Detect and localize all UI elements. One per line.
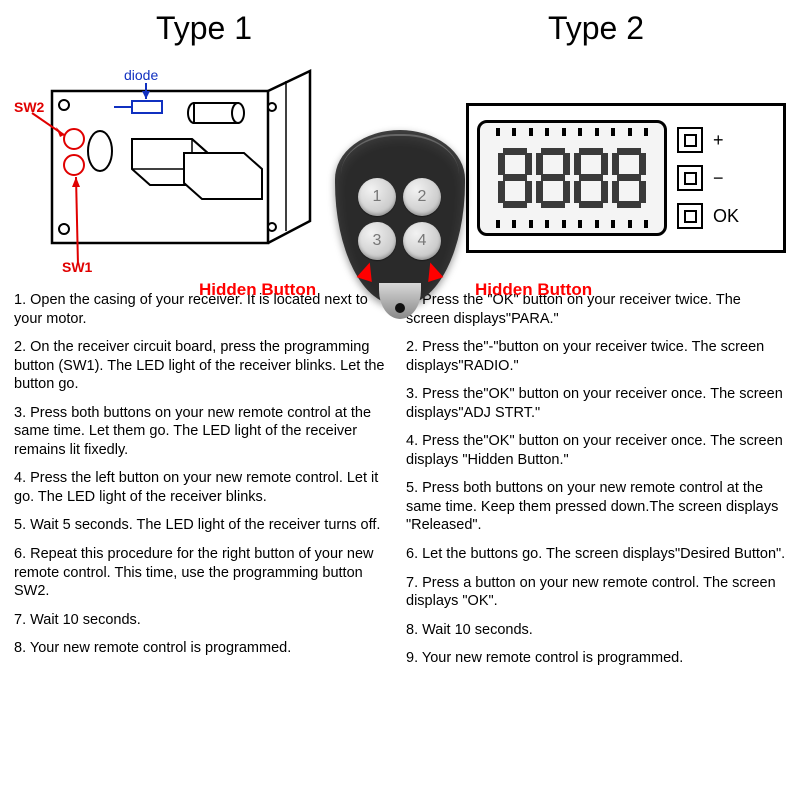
remote-button-2[interactable]: 2 <box>403 178 441 216</box>
step: 2. On the receiver circuit board, press … <box>14 338 394 394</box>
sw2-label: SW2 <box>14 99 44 115</box>
circuit-svg <box>14 53 334 273</box>
minus-button[interactable]: − <box>677 165 775 191</box>
remote-button-3[interactable]: 3 <box>358 222 396 260</box>
step: 6. Repeat this procedure for the right b… <box>14 545 394 601</box>
button-icon <box>677 127 703 153</box>
type1-title: Type 1 <box>14 10 394 47</box>
lcd-digits <box>498 148 646 208</box>
button-icon <box>677 203 703 229</box>
step: 2. Press the"-"button on your receiver t… <box>406 338 786 375</box>
step: 3. Press both buttons on your new remote… <box>14 404 394 460</box>
remote-button-4[interactable]: 4 <box>403 222 441 260</box>
lcd-box: + − OK <box>466 103 786 253</box>
type2-title: Type 2 <box>406 10 786 47</box>
step: 3. Press the"OK" button on your receiver… <box>406 385 786 422</box>
diode-label: diode <box>124 67 158 83</box>
step: 6. Let the buttons go. The screen displa… <box>406 545 786 564</box>
step: 7. Press a button on your new remote con… <box>406 574 786 611</box>
step: 5. Press both buttons on your new remote… <box>406 479 786 535</box>
step: 9. Your new remote control is programmed… <box>406 649 786 668</box>
ok-label: OK <box>713 206 739 227</box>
arrow-icon <box>423 260 444 282</box>
type2-instructions: 1. Press the "OK" button on your receive… <box>406 283 786 678</box>
step: 5. Wait 5 seconds. The LED light of the … <box>14 516 394 535</box>
hidden-button-label-right: Hidden Button <box>475 280 592 300</box>
lcd-screen <box>477 120 667 236</box>
step: 7. Wait 10 seconds. <box>14 611 394 630</box>
ok-button[interactable]: OK <box>677 203 775 229</box>
button-icon <box>677 165 703 191</box>
type1-instructions: 1. Open the casing of your receiver. It … <box>14 283 394 668</box>
plus-label: + <box>713 130 724 151</box>
hidden-button-label-left: Hidden Button <box>199 280 316 300</box>
step: 8. Your new remote control is programmed… <box>14 639 394 658</box>
step: 4. Press the left button on your new rem… <box>14 469 394 506</box>
remote-control: 1 2 3 4 Hidden Button Hidden Button <box>335 130 465 305</box>
sw1-label: SW1 <box>62 259 92 275</box>
minus-label: − <box>713 168 724 189</box>
step: 4. Press the"OK" button on your receiver… <box>406 432 786 469</box>
remote-button-1[interactable]: 1 <box>358 178 396 216</box>
plus-button[interactable]: + <box>677 127 775 153</box>
step: 8. Wait 10 seconds. <box>406 621 786 640</box>
arrow-icon <box>357 260 378 282</box>
